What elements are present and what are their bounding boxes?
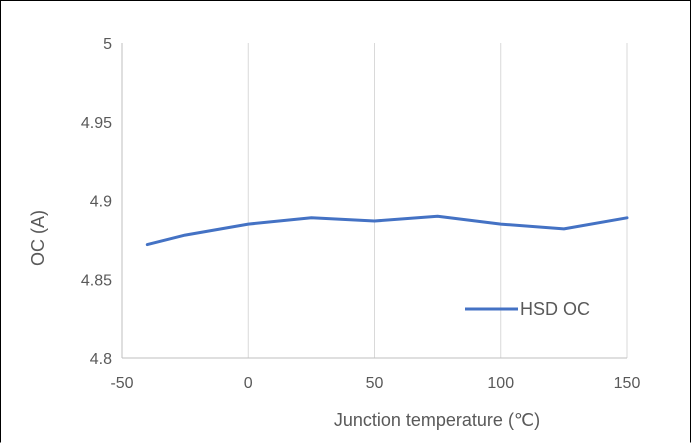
x-tick-labels: -50 0 50 100 150 [110,375,640,392]
series-line-0 [145,214,629,247]
y-tick-labels: 4.8 4.85 4.9 4.95 5 [81,36,112,368]
y-tick-label: 4.8 [90,351,112,368]
y-tick-label: 4.9 [90,194,112,211]
y-tick-label: 4.85 [81,272,112,289]
x-tick-label: 150 [614,375,641,392]
y-tick-label: 5 [103,36,112,53]
y-tick-label: 4.95 [81,115,112,132]
series-layer [145,214,629,247]
y-axis-title: OC (A) [28,210,48,266]
legend-label-hsd-oc: HSD OC [520,299,590,319]
x-tick-label: -50 [110,375,133,392]
gridlines [247,43,628,358]
x-tick-label: 100 [487,375,514,392]
legend: HSD OC [465,299,590,319]
x-tick-label: 0 [244,375,253,392]
x-tick-label: 50 [366,375,384,392]
axes [121,43,627,359]
x-axis-title: Junction temperature (℃) [334,410,540,430]
